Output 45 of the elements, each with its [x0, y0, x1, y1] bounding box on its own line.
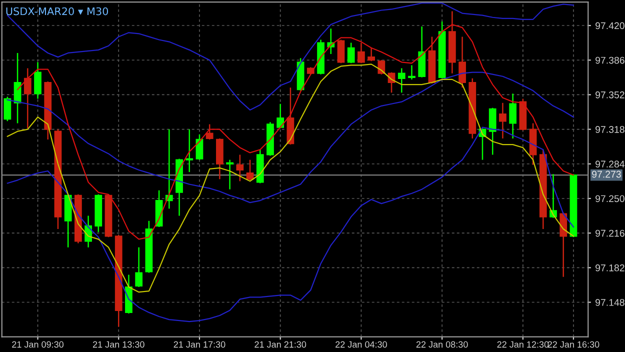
candlestick [246, 159, 254, 181]
candlestick [488, 107, 496, 156]
chart-title: USDX-MAR20 ▾ M30 [6, 7, 108, 16]
y-tick-label: 97.284 [596, 160, 625, 168]
candlestick [34, 62, 42, 100]
ref-line-label: 97.273 [592, 170, 621, 178]
candlestick [186, 128, 194, 173]
candlestick [135, 246, 143, 288]
candlestick [408, 64, 416, 80]
candlestick [24, 68, 32, 129]
y-tick-label: 97.250 [596, 195, 624, 202]
candlestick [499, 102, 506, 140]
candlestick [458, 36, 466, 88]
line-series [6, 2, 574, 111]
x-tick-label: 22 Jan 12:30 [497, 341, 549, 348]
candlestick [236, 154, 244, 182]
candlestick [368, 47, 375, 62]
y-tick-label: 97.420 [596, 22, 624, 30]
candlestick [509, 93, 517, 140]
y-tick-label: 97.148 [596, 299, 624, 306]
x-tick-label: 21 Jan 13:30 [92, 341, 144, 348]
candlestick [337, 39, 345, 64]
candlestick [378, 59, 386, 75]
candlestick [196, 134, 204, 160]
candlestick [206, 124, 214, 140]
y-tick-label: 97.216 [596, 230, 624, 237]
x-tick-label: 22 Jan 04:30 [336, 341, 387, 348]
y-tick-label: 97.182 [596, 264, 624, 272]
candlestick [4, 96, 12, 122]
candlestick [560, 212, 568, 278]
x-tick-label: 22 Jan 16:30 [548, 341, 600, 348]
candlestick [347, 42, 355, 64]
candlestick [358, 42, 365, 64]
y-tick-label: 97.318 [596, 126, 624, 133]
candlestick [550, 173, 557, 218]
line-series [6, 64, 574, 293]
candlestick [226, 159, 234, 190]
x-tick-label: 21 Jan 21:30 [254, 341, 306, 348]
candlestick [398, 68, 406, 94]
candlestick [276, 103, 284, 129]
x-tick-label: 22 Jan 08:30 [416, 341, 468, 348]
y-tick-label: 97.352 [596, 91, 624, 98]
x-tick-label: 21 Jan 09:30 [12, 341, 64, 348]
y-tick-label: 97.386 [596, 56, 624, 64]
x-tick-label: 21 Jan 17:30 [174, 341, 226, 348]
